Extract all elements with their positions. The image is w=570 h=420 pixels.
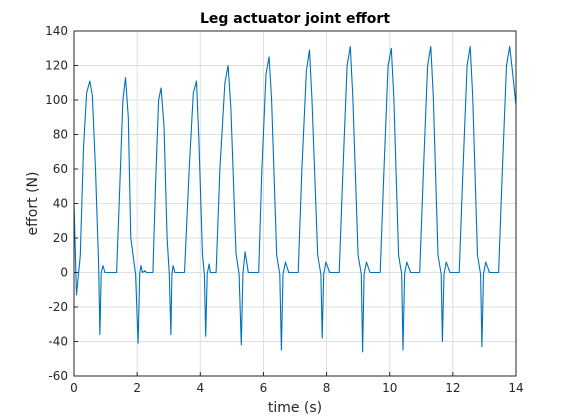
y-tick-label: -60	[48, 369, 68, 383]
x-tick-label: 12	[445, 381, 460, 395]
series-line-0	[73, 45, 517, 353]
series-layer	[73, 45, 517, 353]
x-tick-label: 0	[70, 381, 78, 395]
y-tick-label: -20	[48, 300, 68, 314]
y-tick-label: 20	[53, 231, 68, 245]
tick-labels: 0 2 4 6 8 10 12 14 -60 -40 -20 0 20 40 60 80 100 120 140	[45, 24, 524, 395]
x-axis-label: time (s)	[268, 400, 322, 416]
y-tick-label: 60	[53, 162, 68, 176]
x-tick-label: 2	[133, 381, 141, 395]
y-tick-label: 80	[53, 128, 68, 142]
x-tick-label: 4	[196, 381, 204, 395]
y-tick-label: -40	[48, 335, 68, 349]
y-tick-label: 0	[60, 266, 68, 280]
x-tick-label: 10	[382, 381, 397, 395]
y-tick-label: 100	[45, 93, 68, 107]
y-axis-label: effort (N)	[25, 172, 41, 236]
y-tick-label: 140	[45, 24, 68, 38]
x-tick-label: 8	[323, 381, 331, 395]
y-tick-label: 40	[53, 197, 68, 211]
x-tick-label: 6	[260, 381, 268, 395]
x-tick-label: 14	[508, 381, 523, 395]
chart-title: Leg actuator joint effort	[200, 11, 390, 27]
y-tick-label: 120	[45, 59, 68, 73]
